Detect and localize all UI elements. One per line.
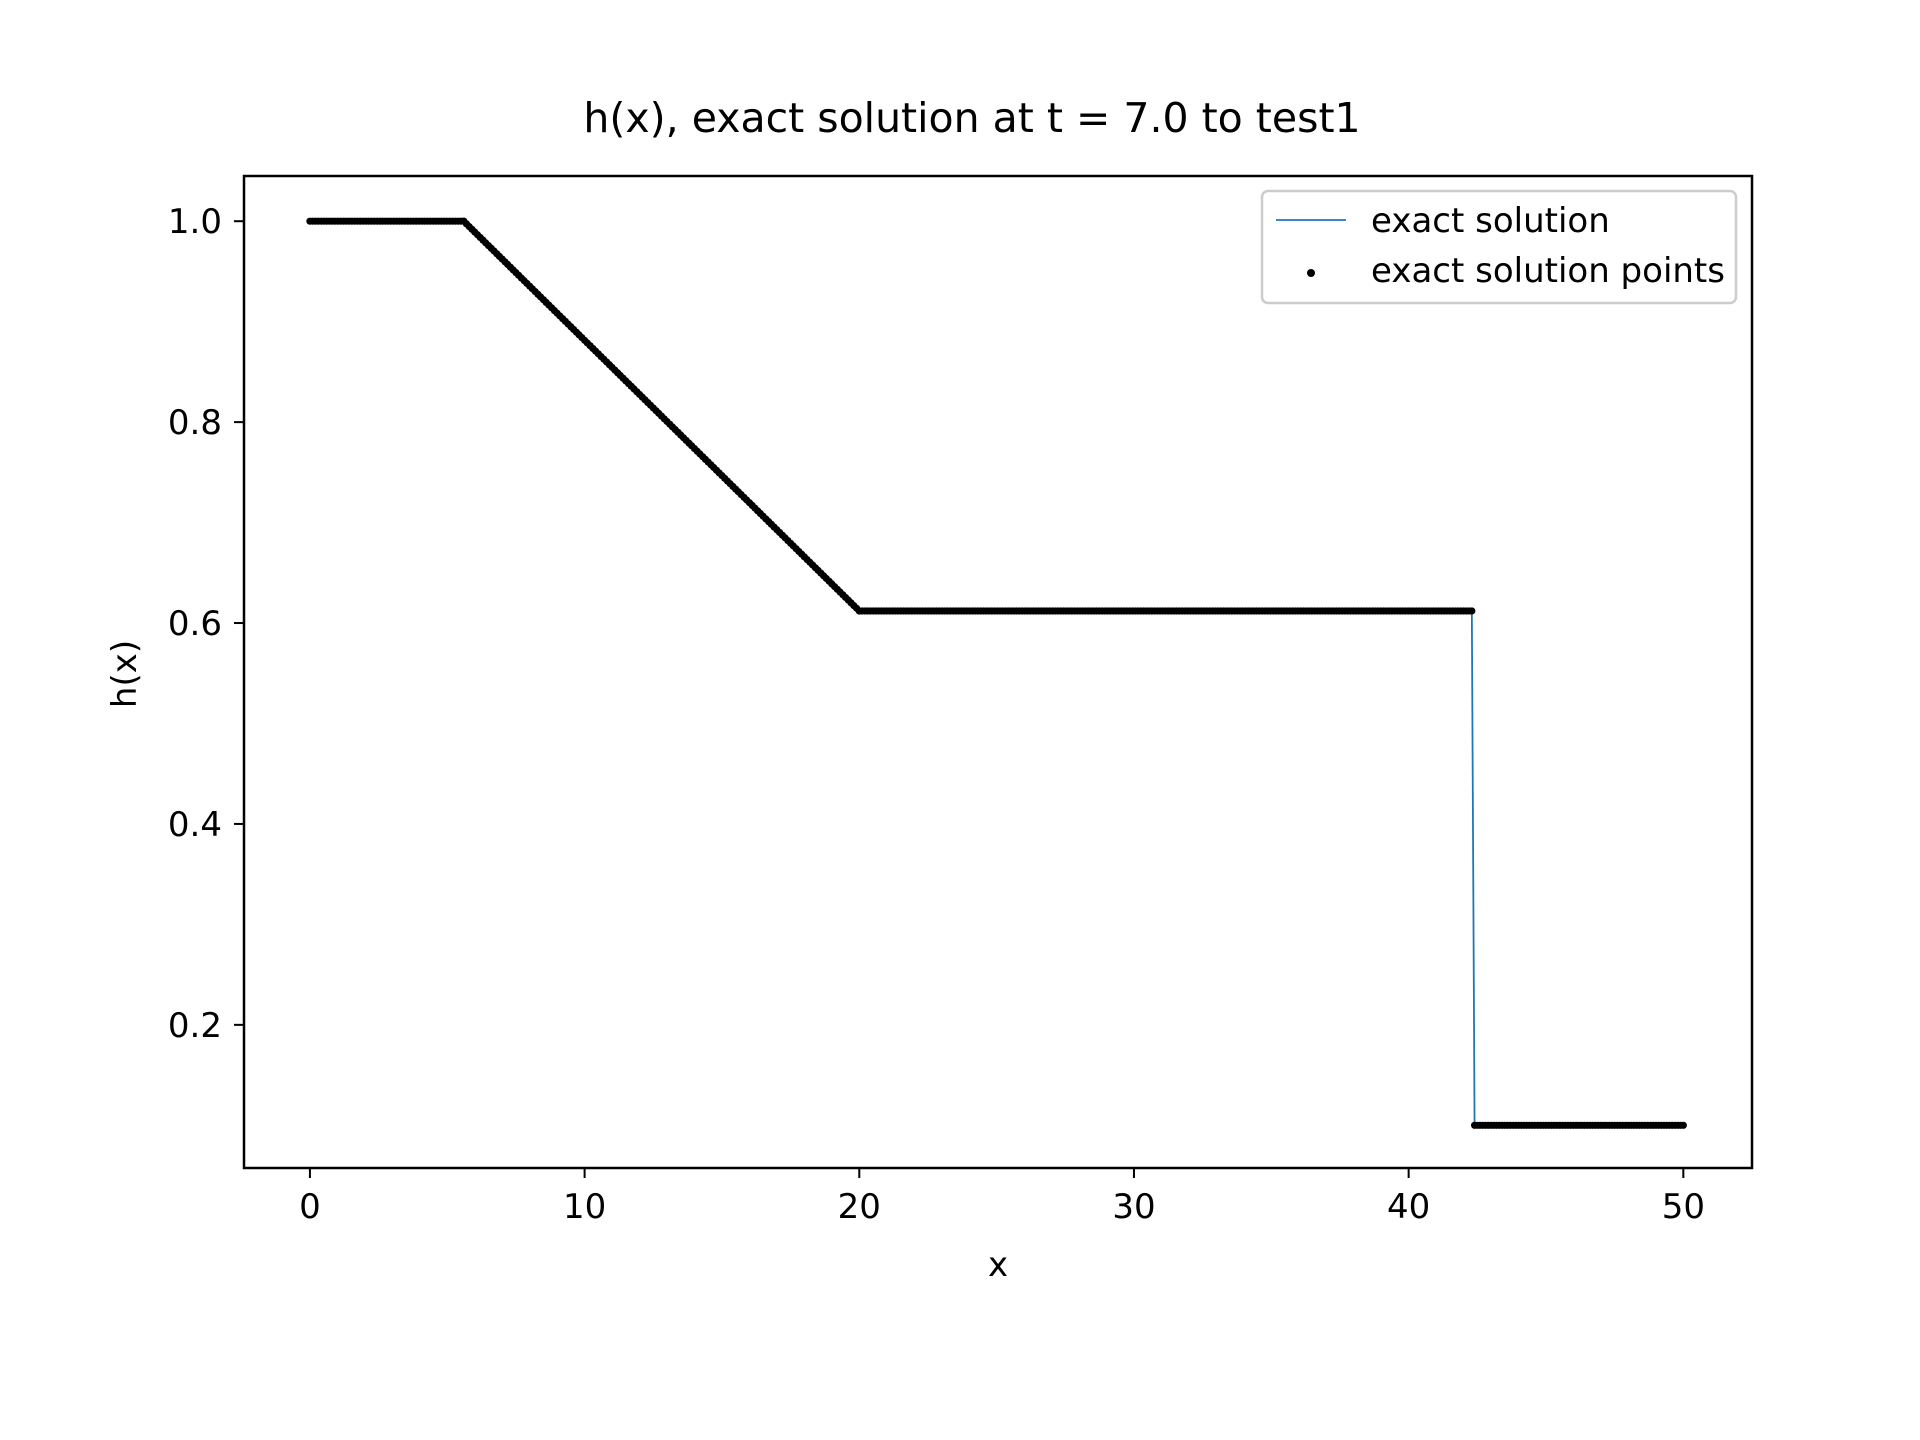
x-tick-label: 50 xyxy=(1662,1187,1705,1227)
y-tick-label: 0.2 xyxy=(168,1006,222,1046)
data-point xyxy=(1468,607,1476,615)
plot-area xyxy=(242,174,1754,1170)
legend: exact solution exact solution points xyxy=(1260,189,1738,305)
y-tick-label: 0.8 xyxy=(168,403,222,443)
y-axis-ticks: 0.2 0.4 0.6 0.8 1.0 xyxy=(168,202,244,1046)
x-tick-label: 40 xyxy=(1387,1187,1430,1227)
y-axis-label: h(x) xyxy=(105,640,145,708)
chart-title: h(x), exact solution at t = 7.0 to test1 xyxy=(583,94,1360,142)
data-point xyxy=(1679,1121,1687,1129)
legend-point-swatch xyxy=(1307,269,1315,277)
series-points-layer xyxy=(306,217,1687,1129)
x-tick-label: 10 xyxy=(563,1187,606,1227)
x-axis-ticks: 0 10 20 30 40 50 xyxy=(299,1168,1705,1227)
y-tick-label: 0.6 xyxy=(168,604,222,644)
legend-label-points: exact solution points xyxy=(1371,251,1725,291)
y-tick-label: 1.0 xyxy=(168,202,222,242)
y-tick-label: 0.4 xyxy=(168,805,222,845)
x-tick-label: 20 xyxy=(838,1187,881,1227)
x-tick-label: 0 xyxy=(299,1187,321,1227)
plot-frame xyxy=(242,174,1754,1170)
legend-box xyxy=(1260,189,1738,305)
legend-label-line: exact solution xyxy=(1371,201,1610,241)
x-tick-label: 30 xyxy=(1112,1187,1155,1227)
x-axis-label: x xyxy=(988,1245,1008,1285)
